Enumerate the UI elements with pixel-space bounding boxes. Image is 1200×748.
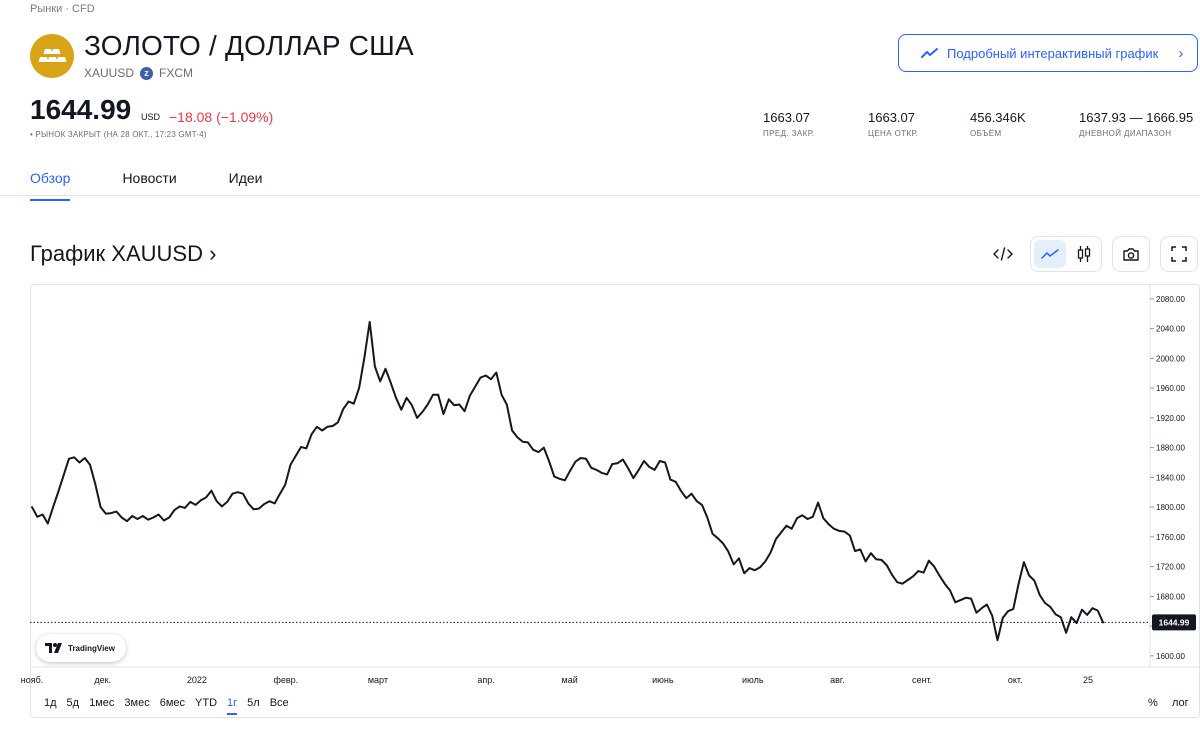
exchange-icon: z (140, 66, 154, 80)
x-tick-label: май (562, 675, 578, 685)
range-5d[interactable]: 5д (66, 697, 80, 709)
x-tick-label: нояб. (21, 675, 44, 685)
price-value: 1644.99 (30, 94, 132, 125)
range-all[interactable]: Все (269, 697, 289, 709)
range-6m[interactable]: 6мес (159, 697, 186, 709)
interactive-chart-button[interactable]: Подробный интерактивный график › (898, 34, 1198, 72)
x-tick-label: сент. (912, 675, 932, 685)
range-ytd[interactable]: YTD (195, 697, 218, 709)
price-change: −18.08 (−1.09%) (169, 109, 274, 125)
range-1m[interactable]: 1мес (89, 697, 115, 709)
stat-label: ПРЕД. ЗАКР. (763, 129, 815, 138)
y-tick-label: 1600.00 (1156, 652, 1185, 661)
x-tick-label: 25 (1083, 675, 1093, 685)
x-tick-label: апр. (477, 675, 494, 685)
chart-line-icon (921, 48, 938, 58)
y-tick-label: 1720.00 (1156, 563, 1185, 572)
code-embed-icon[interactable] (988, 236, 1018, 272)
stat-label: ЦЕНА ОТКР. (868, 129, 919, 138)
market-status: • РЫНОК ЗАКРЫТ (НА 28 ОКТ., 17:23 GMT-4) (30, 130, 207, 139)
x-tick-label: июнь (652, 675, 674, 685)
price-series-line (31, 320, 1104, 642)
last-price-tag (1152, 614, 1196, 631)
y-tick-label: 1880.00 (1156, 444, 1185, 453)
chart-section-title[interactable]: График XAUUSD › (30, 241, 217, 266)
stat-volume: 456.346K ОБЪЁМ (970, 110, 1026, 138)
y-tick-label: 1800.00 (1156, 503, 1185, 512)
breadcrumb[interactable]: Рынки · CFD (30, 3, 95, 15)
tabs-divider (0, 195, 1200, 196)
gold-bars-icon (30, 34, 74, 78)
chevron-right-icon: › (1178, 44, 1184, 62)
page-tabs: Обзор Новости Идеи (30, 170, 262, 201)
stat-prev-close: 1663.07 ПРЕД. ЗАКР. (763, 110, 815, 138)
x-tick-label: февр. (273, 675, 298, 685)
tradingview-label: TradingView (68, 643, 115, 653)
tab-news[interactable]: Новости (122, 170, 177, 186)
x-tick-label: июль (742, 675, 764, 685)
range-3m[interactable]: 3мес (124, 697, 150, 709)
candles-icon[interactable] (1069, 240, 1099, 268)
x-tick-label: март (368, 675, 388, 685)
fullscreen-icon[interactable] (1160, 236, 1198, 272)
x-tick-label: 2022 (187, 675, 207, 685)
stat-value: 456.346K (970, 110, 1026, 125)
tradingview-logo-icon (45, 643, 62, 653)
percent-scale-toggle[interactable]: % (1148, 697, 1158, 709)
tab-overview[interactable]: Обзор (30, 170, 71, 201)
y-tick-label: 2000.00 (1156, 354, 1185, 363)
currency-label: USD (141, 112, 161, 122)
x-tick-label: авг. (830, 675, 844, 685)
stat-label: ДНЕВНОЙ ДИАПАЗОН (1079, 129, 1172, 138)
y-tick-label: 2040.00 (1156, 325, 1185, 334)
range-1y[interactable]: 1г (227, 697, 238, 715)
range-5y[interactable]: 5л (247, 697, 260, 709)
range-1d[interactable]: 1д (44, 697, 57, 709)
y-tick-label: 1960.00 (1156, 384, 1185, 393)
line-chart-icon[interactable] (1034, 240, 1066, 268)
y-tick-label: 1680.00 (1156, 592, 1185, 601)
stat-value: 1663.07 (763, 110, 810, 125)
stat-value: 1663.07 (868, 110, 915, 125)
chart-type-switcher (1030, 236, 1102, 272)
instrument-title: ЗОЛОТО / ДОЛЛАР США (84, 30, 414, 61)
last-price-label: 1644.99 (1159, 617, 1190, 627)
stat-value: 1637.93 — 1666.95 (1079, 110, 1194, 125)
y-tick-label: 1920.00 (1156, 414, 1185, 423)
y-tick-label: 1840.00 (1156, 473, 1185, 482)
interactive-chart-label: Подробный интерактивный график (947, 45, 1159, 61)
exchange-label[interactable]: FXCM (159, 66, 194, 80)
camera-icon[interactable] (1112, 236, 1150, 272)
y-tick-label: 2080.00 (1156, 295, 1185, 304)
tradingview-badge[interactable]: TradingView (36, 634, 126, 662)
symbol-label: XAUUSD (84, 66, 135, 80)
instrument-meta: XAUUSD z FXCM (84, 66, 193, 80)
stat-open: 1663.07 ЦЕНА ОТКР. (868, 110, 918, 138)
y-tick-label: 1760.00 (1156, 533, 1185, 542)
range-selector: 1д 5д 1мес 3мес 6мес YTD 1г 5л Все (44, 697, 289, 715)
stat-label: ОБЪЁМ (970, 129, 1002, 138)
log-scale-toggle[interactable]: лог (1172, 697, 1189, 709)
x-tick-label: дек. (94, 675, 111, 685)
tab-ideas[interactable]: Идеи (228, 170, 263, 186)
x-tick-label: окт. (1008, 675, 1023, 685)
stat-day-range: 1637.93 — 1666.95 ДНЕВНОЙ ДИАПАЗОН (1079, 110, 1193, 138)
